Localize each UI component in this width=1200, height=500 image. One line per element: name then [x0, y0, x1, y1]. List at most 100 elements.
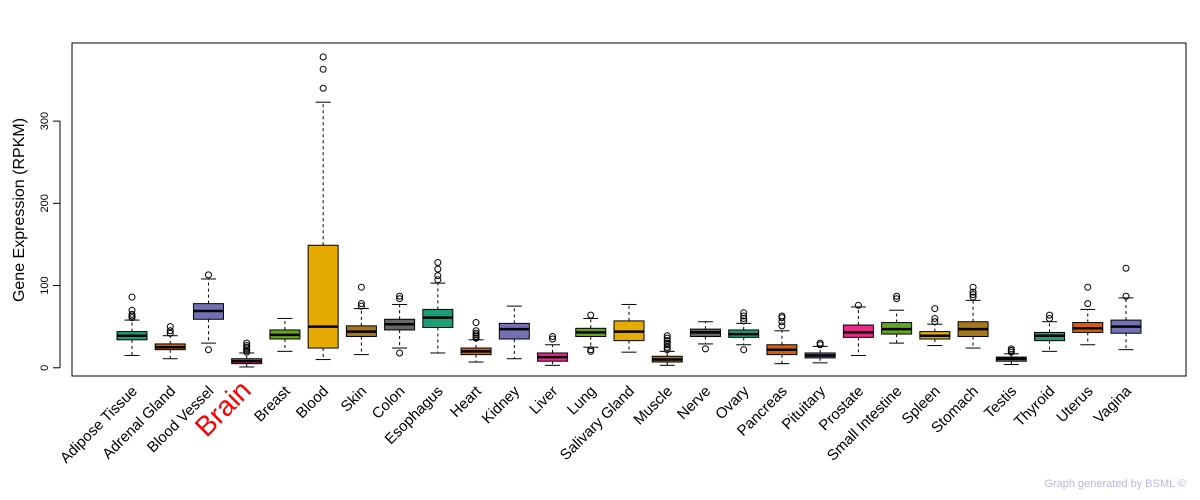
box-adrenal-gland [154, 323, 186, 360]
box-esophagus [422, 259, 454, 354]
box-blood-vessel [192, 271, 224, 354]
outlier-point [128, 310, 136, 318]
outlier-point [434, 259, 442, 267]
box-muscle [651, 332, 683, 366]
box-testis [995, 345, 1027, 365]
box-small-intestine [881, 292, 913, 344]
outlier-point [931, 314, 939, 322]
outlier-point [931, 305, 939, 313]
outlier-point [357, 283, 365, 291]
y-axis: 0 100 200 300 [39, 112, 61, 371]
outlier-point [472, 327, 480, 335]
box-spleen [919, 305, 951, 347]
outlier-point [396, 292, 404, 300]
x-tick-label: Nerve [674, 383, 714, 423]
box-iqr [307, 244, 339, 349]
outlier-point [357, 300, 365, 308]
box-nerve [689, 321, 721, 353]
outlier-point [969, 283, 977, 291]
outlier-point [778, 312, 786, 320]
outlier-point [319, 84, 327, 92]
box-heart [460, 319, 492, 363]
x-tick-label: Liver [526, 383, 561, 418]
outlier-point [663, 346, 671, 354]
outlier-point [587, 311, 595, 319]
box-brain [231, 339, 263, 368]
outlier-point [204, 271, 212, 279]
outlier-point [1122, 292, 1130, 300]
box-skin [345, 283, 377, 356]
outlier-point [1046, 314, 1054, 322]
outlier-point [893, 295, 901, 303]
outlier-point [663, 343, 671, 351]
outlier-point [434, 276, 442, 284]
outlier-point [969, 293, 977, 301]
outlier-point [396, 349, 404, 357]
outlier-point [166, 323, 174, 331]
outlier-point [472, 329, 480, 337]
x-tick-label: Skin [338, 383, 371, 416]
y-axis-label: Gene Expression (RPKM) [11, 118, 28, 302]
boxes-layer [116, 53, 1142, 368]
y-tick-label: 0 [39, 365, 51, 371]
box-thyroid [1034, 311, 1066, 352]
box-kidney [498, 305, 530, 360]
x-tick-label: Blood [293, 383, 332, 422]
box-pancreas [766, 312, 798, 365]
outlier-point [434, 272, 442, 280]
box-breast [269, 317, 301, 352]
x-tick-label: Kidney [479, 382, 524, 427]
outlier-point [128, 306, 136, 314]
outlier-point [472, 319, 480, 327]
box-lung [575, 311, 607, 355]
outlier-point [893, 292, 901, 300]
credit-text: Graph generated by BSML © [1044, 478, 1186, 490]
outlier-point [128, 293, 136, 301]
outlier-point [319, 53, 327, 61]
outlier-point [166, 329, 174, 337]
y-tick-label: 200 [39, 194, 51, 212]
outlier-point [740, 312, 748, 320]
box-ovary [728, 309, 760, 354]
outlier-point [396, 295, 404, 303]
outlier-point [319, 65, 327, 73]
box-prostate [842, 301, 874, 356]
box-colon [384, 292, 416, 357]
outlier-point [663, 337, 671, 345]
outlier-point [1046, 311, 1054, 319]
outlier-point [663, 332, 671, 340]
outlier-point [740, 317, 748, 325]
outlier-point [549, 335, 557, 343]
outlier-point [549, 333, 557, 341]
outlier-point [204, 346, 212, 354]
outlier-point [1007, 345, 1015, 353]
x-tick-label: Muscle [630, 383, 676, 429]
outlier-point [740, 309, 748, 317]
box-vagina [1110, 264, 1142, 351]
box-blood [307, 53, 339, 361]
outlier-point [166, 327, 174, 335]
outlier-point [854, 301, 862, 309]
box-pituitary [804, 339, 836, 364]
outlier-point [740, 346, 748, 354]
outlier-point [969, 288, 977, 296]
outlier-point [243, 339, 251, 347]
outlier-point [434, 265, 442, 273]
box-adipose-tissue [116, 293, 148, 356]
plot-frame [71, 42, 1187, 377]
x-tick-label: Vagina [1091, 382, 1136, 427]
outlier-point [969, 291, 977, 299]
y-tick-label: 100 [39, 276, 51, 294]
outlier-point [701, 345, 709, 353]
outlier-point [1084, 283, 1092, 291]
box-iqr [498, 322, 530, 340]
outlier-point [663, 339, 671, 347]
outlier-point [663, 334, 671, 342]
outlier-point [778, 322, 786, 330]
box-stomach [957, 283, 989, 349]
box-liver [537, 333, 569, 366]
outlier-point [243, 342, 251, 350]
box-uterus [1072, 283, 1104, 346]
box-salivary-gland [613, 303, 645, 353]
